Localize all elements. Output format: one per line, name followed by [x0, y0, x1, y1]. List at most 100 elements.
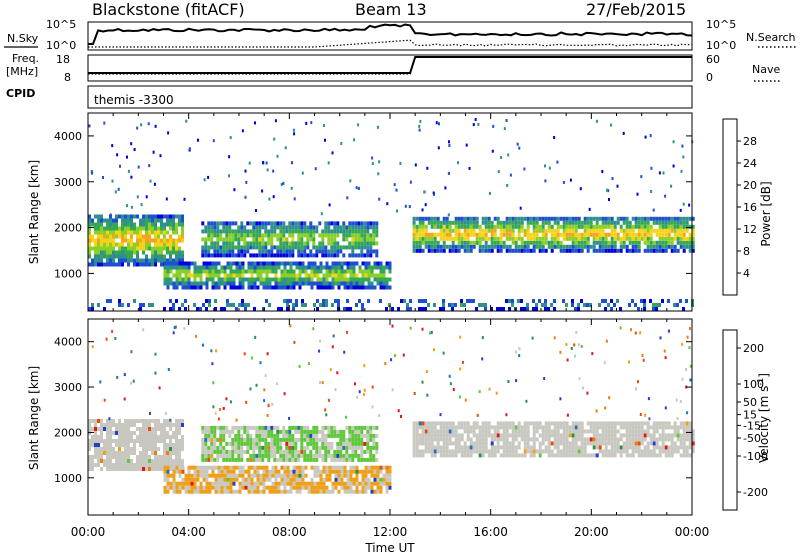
scatter-cell	[292, 128, 295, 132]
heatmap-cell	[285, 245, 289, 250]
heatmap-cell	[313, 481, 317, 486]
heatmap-cell	[415, 232, 419, 237]
scatter-cell	[507, 380, 510, 383]
heatmap-cell	[273, 445, 277, 450]
heatmap-cell	[372, 229, 376, 234]
heatmap-cell	[388, 477, 392, 482]
heatmap-cell	[304, 485, 308, 490]
y-tick-label: 3000	[54, 176, 82, 189]
heatmap-cell	[228, 253, 232, 258]
heatmap-cell	[355, 261, 359, 266]
heatmap-cell	[241, 265, 245, 270]
heatmap-cell	[181, 419, 184, 423]
heatmap-cell	[583, 232, 587, 237]
heatmap-cell	[682, 248, 686, 253]
heatmap-cell	[154, 226, 157, 231]
heatmap-cell	[670, 425, 674, 430]
heatmap-cell	[463, 441, 467, 446]
scatter-cell	[444, 186, 447, 190]
heatmap-cell	[261, 225, 265, 230]
heatmap-cell	[249, 433, 253, 438]
heatmap-cell	[547, 433, 551, 438]
heatmap-cell	[255, 229, 259, 234]
power-colorbar-label: Power [dB]	[759, 181, 773, 246]
heatmap-cell	[288, 249, 292, 254]
heatmap-cell	[139, 226, 142, 231]
heatmap-cell	[361, 477, 365, 482]
heatmap-cell	[181, 443, 184, 447]
heatmap-cell	[316, 285, 320, 290]
heatmap-cell	[139, 303, 142, 307]
heatmap-cell	[520, 224, 524, 229]
heatmap-cell	[292, 269, 296, 274]
heatmap-cell	[226, 477, 230, 482]
scatter-cell	[616, 184, 619, 188]
heatmap-cell	[601, 224, 605, 229]
heatmap-cell	[88, 447, 91, 451]
heatmap-cell	[327, 441, 331, 446]
heatmap-cell	[285, 453, 289, 458]
heatmap-cell	[649, 236, 653, 241]
heatmap-cell	[622, 236, 626, 241]
heatmap-cell	[601, 437, 605, 442]
heatmap-cell	[124, 463, 127, 467]
power-ylabel: Slant Range [km]	[27, 160, 41, 264]
heatmap-cell	[661, 437, 665, 442]
heatmap-cell	[475, 224, 479, 229]
scatter-cell	[328, 203, 331, 207]
heatmap-cell	[280, 277, 284, 282]
heatmap-cell	[172, 435, 175, 439]
heatmap-cell	[640, 232, 644, 237]
heatmap-cell	[664, 224, 668, 229]
scatter-cell	[212, 139, 215, 143]
heatmap-cell	[478, 232, 482, 237]
heatmap-cell	[238, 273, 242, 278]
heatmap-cell	[309, 429, 313, 434]
heatmap-cell	[175, 269, 179, 274]
heatmap-cell	[288, 445, 292, 450]
heatmap-cell	[505, 453, 509, 458]
heatmap-cell	[316, 277, 320, 282]
scatter-cell	[169, 418, 172, 422]
scatter-cell	[448, 144, 451, 147]
heatmap-cell	[466, 220, 470, 225]
heatmap-cell	[181, 459, 184, 463]
heatmap-cell	[207, 245, 211, 250]
heatmap-cell	[643, 299, 646, 303]
heatmap-cell	[112, 258, 115, 263]
heatmap-cell	[243, 437, 247, 442]
heatmap-cell	[199, 489, 203, 494]
heatmap-cell	[610, 236, 614, 241]
heatmap-cell	[607, 425, 611, 430]
scatter-cell	[518, 354, 521, 358]
heatmap-cell	[292, 307, 295, 311]
heatmap-cell	[475, 445, 479, 450]
heatmap-cell	[213, 433, 217, 438]
scatter-cell	[336, 371, 339, 375]
scatter-cell	[413, 392, 416, 395]
heatmap-cell	[277, 261, 281, 266]
heatmap-cell	[541, 433, 545, 438]
heatmap-cell	[160, 262, 163, 267]
heatmap-cell	[478, 449, 482, 454]
heatmap-cell	[279, 441, 283, 446]
heatmap-cell	[610, 453, 614, 458]
heatmap-cell	[469, 240, 473, 245]
heatmap-cell	[238, 269, 242, 274]
heatmap-cell	[172, 214, 175, 219]
heatmap-cell	[207, 253, 211, 258]
heatmap-cell	[319, 265, 323, 270]
heatmap-cell	[235, 465, 239, 470]
heatmap-cell	[265, 281, 269, 286]
scatter-cell	[111, 144, 114, 148]
heatmap-cell	[490, 441, 494, 446]
heatmap-cell	[327, 229, 331, 234]
heatmap-cell	[406, 303, 409, 307]
heatmap-cell	[109, 258, 112, 263]
heatmap-cell	[345, 245, 349, 250]
heatmap-cell	[685, 425, 689, 430]
heatmap-cell	[415, 425, 419, 430]
heatmap-cell	[679, 453, 683, 458]
heatmap-cell	[511, 236, 515, 241]
heatmap-cell	[406, 307, 409, 311]
